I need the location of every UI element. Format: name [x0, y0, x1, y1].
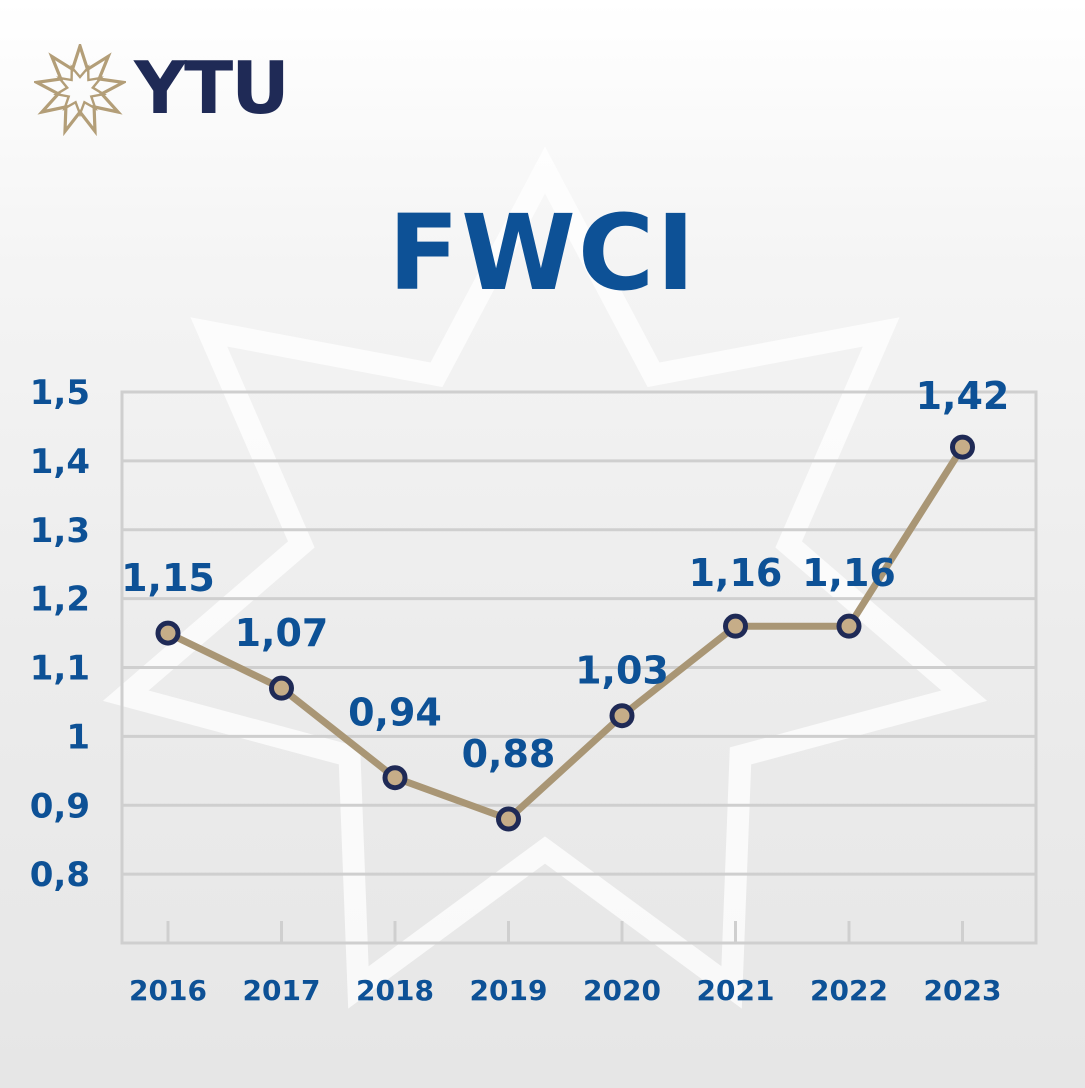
data-label: 0,94 [348, 691, 442, 735]
data-point [609, 703, 635, 729]
x-tick-label: 2016 [129, 974, 207, 1007]
logo-text: YTU [134, 46, 290, 130]
data-label: 1,15 [121, 556, 215, 600]
y-tick-label: 0,9 [30, 786, 90, 826]
series-layer [155, 434, 975, 832]
x-tick-label: 2022 [810, 974, 888, 1007]
data-point [496, 806, 521, 832]
y-tick-label: 1 [66, 717, 90, 757]
data-label: 1,16 [689, 551, 783, 595]
label-layer: 1,15 1,07 0,94 0,88 1,03 1,16 1,16 1,42 [121, 374, 1009, 776]
star-logo-icon [34, 44, 126, 136]
y-tick-label: 1,4 [30, 442, 90, 482]
data-point [950, 434, 975, 460]
data-label: 1,42 [916, 374, 1010, 418]
data-label: 1,16 [802, 551, 896, 595]
x-tick-label: 2020 [583, 974, 661, 1007]
data-point [723, 613, 748, 639]
data-label: 1,07 [235, 611, 329, 655]
x-tick-label: 2019 [470, 974, 548, 1007]
axis-layer: 0,8 0,9 1 1,1 1,2 1,3 1,4 1,5 2016 2017 2018 2019 20… [30, 373, 1002, 1007]
series-line [166, 445, 966, 823]
y-tick-label: 1,1 [30, 649, 90, 689]
x-tick-label: 2021 [697, 974, 775, 1007]
grid-layer [120, 390, 1038, 945]
y-tick-label: 0,8 [30, 855, 90, 895]
data-point [269, 675, 294, 701]
data-label: 0,88 [462, 732, 556, 776]
x-tick-label: 2017 [243, 974, 321, 1007]
x-tick-label: 2023 [924, 974, 1002, 1007]
y-tick-label: 1,3 [30, 511, 90, 551]
data-point [155, 620, 181, 646]
data-point [836, 613, 862, 639]
ytu-logo: YTU [34, 44, 294, 136]
data-label: 1,03 [575, 649, 669, 693]
y-tick-label: 1,2 [30, 580, 90, 620]
y-tick-label: 1,5 [30, 373, 90, 413]
data-point [382, 765, 408, 791]
x-tick-label: 2018 [356, 974, 434, 1007]
page-title: FWCI [388, 192, 697, 314]
